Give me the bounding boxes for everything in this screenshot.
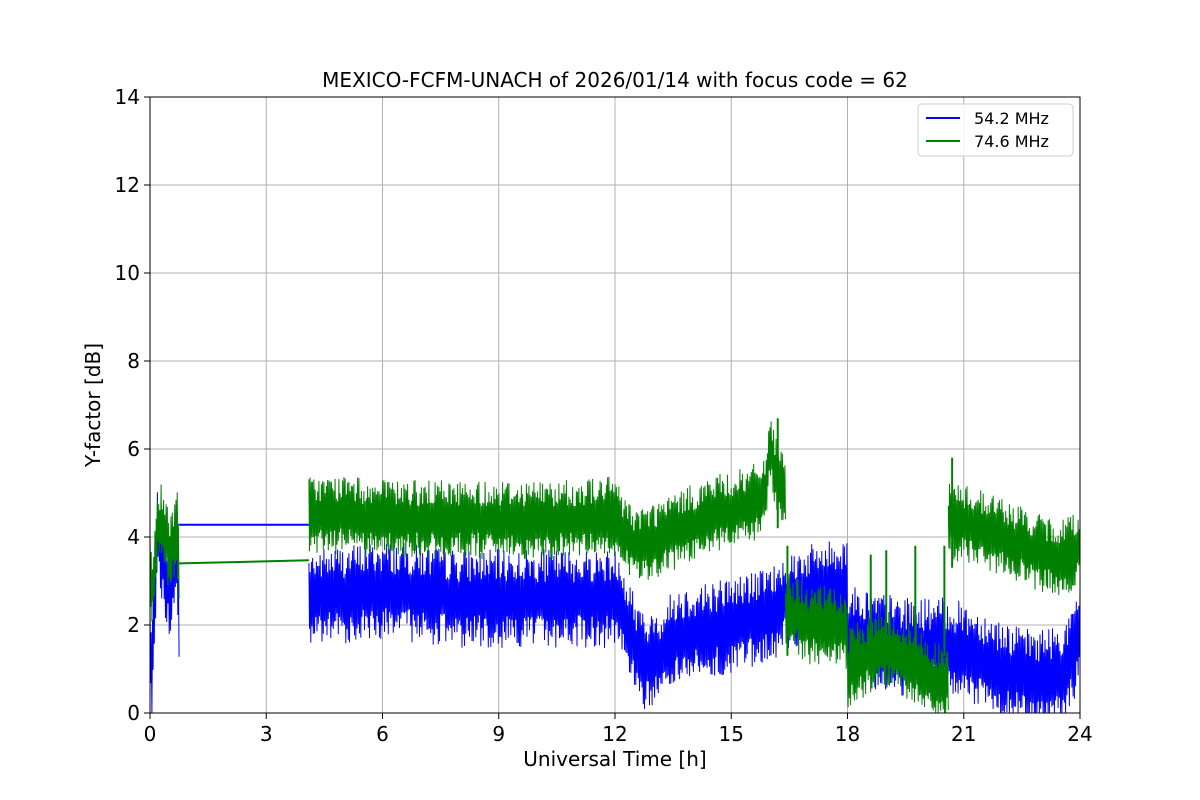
x-tick-label: 24 <box>1067 722 1092 746</box>
y-tick-label: 10 <box>115 261 140 285</box>
series-line-segment <box>308 476 620 560</box>
series-line-segment <box>618 421 786 580</box>
y-tick-label: 12 <box>115 173 140 197</box>
series-layer <box>149 418 1081 714</box>
series-line-segment <box>785 573 848 669</box>
x-tick-label: 3 <box>260 722 273 746</box>
x-tick-label: 0 <box>144 722 157 746</box>
y-tick-label: 14 <box>115 85 140 109</box>
legend: 54.2 MHz 74.6 MHz <box>917 103 1074 157</box>
legend-label: 54.2 MHz <box>974 109 1049 128</box>
x-axis-label: Universal Time [h] <box>523 747 706 771</box>
legend-label: 74.6 MHz <box>974 132 1049 151</box>
y-tick-label: 2 <box>127 613 140 637</box>
y-tick-label: 0 <box>127 701 140 725</box>
x-tick-label: 9 <box>492 722 505 746</box>
series-line-segment <box>947 483 1081 596</box>
y-tick-label: 8 <box>127 349 140 373</box>
y-axis-label: Y-factor [dB] <box>81 343 105 468</box>
series-line-segment <box>149 484 180 622</box>
series-2 <box>149 418 1081 714</box>
y-tick-label: 6 <box>127 437 140 461</box>
x-tick-label: 12 <box>602 722 627 746</box>
series-line-segment <box>847 611 949 714</box>
x-tick-label: 21 <box>951 722 976 746</box>
series-line-segment <box>308 543 620 648</box>
x-tick-label: 15 <box>719 722 744 746</box>
chart-title: MEXICO-FCFM-UNACH of 2026/01/14 with foc… <box>322 68 908 92</box>
x-tick-label: 18 <box>835 722 860 746</box>
series-line-segment <box>618 566 783 710</box>
y-tick-label: 4 <box>127 525 140 549</box>
x-tick-label: 6 <box>376 722 389 746</box>
series-line-segment <box>179 559 309 565</box>
